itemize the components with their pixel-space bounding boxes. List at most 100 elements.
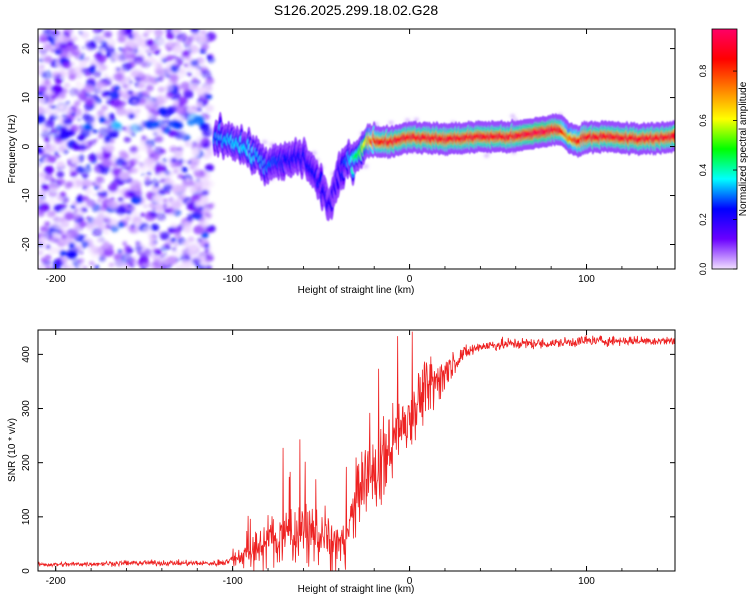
spectrogram-noise-blob: [53, 221, 62, 229]
spectrogram-noise-blob: [133, 29, 140, 33]
spectrogram-noise-blob: [207, 202, 215, 209]
spectrogram-noise-blob: [145, 49, 150, 53]
spectrogram-noise-blob: [157, 86, 165, 93]
spectrogram-noise-blob: [59, 130, 71, 140]
spectrogram-noise-blob: [180, 248, 187, 254]
spectrogram-noise-blob: [75, 209, 85, 217]
spectrogram-noise-blob: [204, 243, 210, 249]
spectrogram-noise-blob: [172, 241, 177, 245]
spectrogram-noise-blob: [77, 202, 86, 210]
spectrogram-noise-blob: [171, 184, 183, 194]
spectrogram-noise-blob: [110, 98, 122, 108]
spectrogram-noise-blob: [40, 257, 48, 263]
spectrogram-noise-blob: [105, 224, 111, 230]
spectrogram-noise-blob: [205, 255, 210, 260]
spectrogram-noise-blob: [157, 230, 163, 235]
spectrogram-noise-blob: [41, 129, 53, 140]
spectrogram-noise-blob: [74, 207, 79, 212]
y-tick-label: -10: [21, 188, 32, 203]
spectrogram-noise-blob: [153, 256, 161, 263]
spectrogram-noise-blob: [92, 245, 98, 250]
spectrogram-noise-blob: [177, 158, 185, 164]
spectrogram-noise-blob: [82, 185, 88, 191]
spectrogram-noise-blob: [101, 64, 108, 70]
spectrogram-noise-blob: [201, 189, 209, 196]
spectrogram-noise-blob: [100, 206, 107, 212]
spectrogram-noise-blob: [178, 102, 185, 108]
spectrogram-noise-blob: [38, 57, 44, 63]
spectrogram-noise-blob: [80, 52, 85, 57]
spectrogram-noise-blob: [78, 250, 84, 255]
spectrogram-noise-blob: [195, 87, 206, 96]
spectrogram-halo-blob: [311, 151, 317, 156]
spectrogram-noise-blob: [109, 90, 120, 100]
spectrogram-halo-blob: [209, 126, 215, 131]
spectrogram-noise-blob: [109, 50, 114, 54]
spectrogram-noise-blob: [157, 171, 167, 179]
spectrogram-noise-blob: [194, 171, 202, 178]
spectrogram-halo-blob: [388, 120, 394, 125]
spectrogram-noise-blob: [107, 125, 113, 130]
spectrogram-noise-blob: [181, 50, 191, 58]
spectrogram-noise-blob: [157, 38, 165, 45]
colorbar-tick-label: 0.6: [698, 114, 708, 127]
spectrogram-noise-blob: [206, 146, 215, 154]
spectrogram-noise-blob: [186, 71, 191, 76]
spectrogram-noise-blob: [50, 50, 54, 54]
spectrogram-noise-blob: [93, 138, 98, 143]
spectrogram-noise-blob: [141, 172, 146, 177]
spectrogram-noise-blob: [59, 250, 67, 257]
spectrogram-noise-blob: [91, 203, 102, 213]
spectrogram-noise-blob: [113, 85, 121, 91]
spectrogram-noise-blob: [180, 166, 189, 173]
spectrogram-noise-blob: [111, 121, 122, 130]
spectrogram-noise-blob: [146, 114, 152, 119]
spectrogram-noise-blob: [97, 198, 102, 203]
spectrogram-noise-blob: [200, 220, 210, 229]
spectrogram-noise-blob: [127, 190, 136, 198]
spectrogram-noise-blob: [42, 107, 52, 115]
spectrogram-noise-blob: [137, 90, 147, 98]
spectrogram-noise-blob: [127, 204, 132, 208]
spectrogram-noise-blob: [142, 32, 149, 38]
spectrogram-noise-blob: [147, 53, 152, 57]
spectrogram-noise-blob: [69, 124, 80, 133]
spectrogram-noise-blob: [170, 104, 179, 112]
spectrogram-noise-blob: [59, 191, 67, 198]
spectrogram-noise-blob: [102, 158, 113, 167]
spectrogram-noise-blob: [161, 244, 166, 249]
x-tick-label: 0: [407, 576, 413, 587]
spectrogram-noise-blob: [136, 154, 141, 159]
spectrogram-noise-blob: [39, 236, 47, 243]
spectrogram-noise-blob: [64, 211, 75, 221]
spectrogram-noise-blob: [81, 172, 89, 179]
spectrogram-noise-blob: [84, 188, 93, 195]
spectrogram-noise-blob: [176, 192, 187, 202]
snr-panel: -200 -100 0 100 0 100 200 300 400 Height of str…: [7, 329, 676, 595]
spectrogram-noise-blob: [83, 166, 92, 173]
spectrogram-noise-blob: [167, 130, 177, 137]
spectrogram-noise-blob: [167, 49, 171, 53]
spectrogram-noise-blob: [43, 79, 51, 86]
spectrogram-noise-blob: [61, 113, 67, 119]
spectrogram-noise-blob: [70, 204, 76, 210]
spectrogram-noise-blob: [74, 242, 80, 248]
spectrogram-noise-blob: [61, 234, 67, 240]
spectrogram-noise-blob: [145, 39, 155, 47]
spectrogram-noise-blob: [76, 99, 81, 103]
spectrogram-noise-blob: [190, 187, 199, 195]
spectrogram-noise-blob: [71, 201, 76, 205]
spectrogram-noise-blob: [130, 223, 136, 228]
spectrogram-noise-blob: [47, 189, 58, 198]
spectrogram-noise-blob: [201, 232, 209, 239]
spectrogram-noise-blob: [98, 223, 107, 231]
spectrogram-noise-blob: [94, 185, 99, 190]
spectrogram-noise-blob: [176, 147, 181, 151]
spectrogram-noise-blob: [151, 46, 161, 55]
spectrogram-noise-blob: [55, 50, 61, 55]
spectrogram-noise-blob: [38, 205, 42, 211]
spectrogram-noise-blob: [147, 164, 155, 171]
spectrogram-noise-blob: [50, 113, 59, 121]
spectrogram-noise-blob: [187, 236, 195, 243]
spectrogram-noise-blob: [78, 154, 85, 160]
